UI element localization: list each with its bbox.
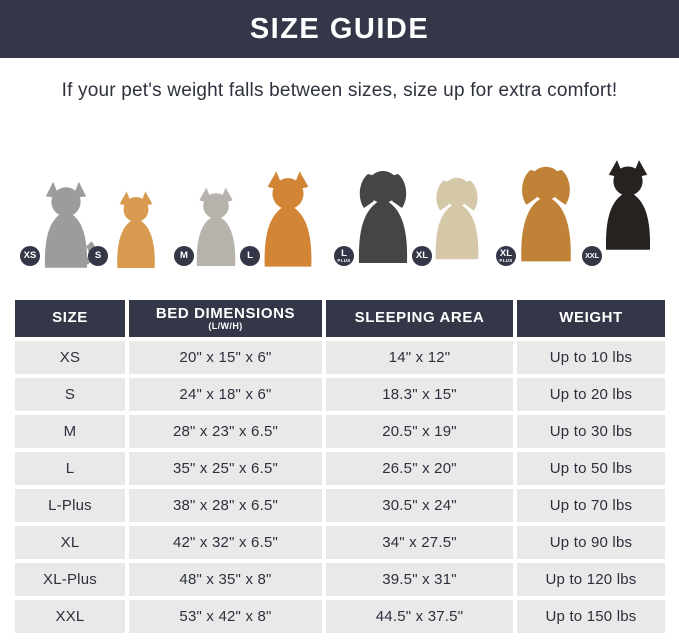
pet-photo-french-bulldog: M — [174, 184, 244, 268]
size-table: SIZE BED DIMENSIONS (L/W/H) SLEEPING ARE… — [15, 300, 665, 633]
pet-photo-labrador: XL — [412, 162, 488, 268]
pet-photo-border-collie: L PLUS — [334, 158, 418, 268]
size-cell-xl-plus: XL-Plus — [15, 563, 125, 596]
size-cell-l: L — [15, 452, 125, 485]
table-cell: 20.5" x 19" — [326, 415, 513, 448]
table-cell: 53" x 42" x 8" — [129, 600, 322, 633]
table-cell: Up to 150 lbs — [517, 600, 665, 633]
pet-photo-pomeranian: S — [88, 190, 170, 268]
size-badge-xl-plus: XL PLUS — [496, 246, 516, 266]
size-cell-xs: XS — [15, 341, 125, 374]
pet-silhouette-icon — [596, 140, 660, 268]
pet-silhouette-icon — [510, 152, 582, 268]
table-header-bed-dimensions: BED DIMENSIONS (L/W/H) — [129, 300, 322, 337]
size-badge-xl: XL — [412, 246, 432, 266]
pet-silhouette-icon — [254, 168, 322, 268]
size-badge-sublabel: PLUS — [499, 258, 513, 263]
table-cell: 30.5" x 24" — [326, 489, 513, 522]
table-cell: 38" x 28" x 6.5" — [129, 489, 322, 522]
table-cell: Up to 30 lbs — [517, 415, 665, 448]
size-badge-s: S — [88, 246, 108, 266]
table-cell: 28" x 23" x 6.5" — [129, 415, 322, 448]
table-cell: 42" x 32" x 6.5" — [129, 526, 322, 559]
table-cell: 34" x 27.5" — [326, 526, 513, 559]
size-badge-m: M — [174, 246, 194, 266]
table-cell: 39.5" x 31" — [326, 563, 513, 596]
size-cell-l-plus: L-Plus — [15, 489, 125, 522]
page-title: SIZE GUIDE — [249, 12, 430, 45]
pet-photo-doberman: XXL — [582, 140, 660, 268]
table-cell: 20" x 15" x 6" — [129, 341, 322, 374]
table-header-label: SLEEPING AREA — [354, 309, 485, 327]
size-badge-label: M — [180, 250, 188, 262]
table-header-label: BED DIMENSIONS — [155, 304, 296, 322]
pet-photo-golden-retriever: XL PLUS — [496, 152, 582, 268]
pet-photo-gray-cat: XS — [20, 176, 98, 268]
table-header-label: SIZE — [52, 309, 88, 327]
table-cell: 35" x 25" x 6.5" — [129, 452, 322, 485]
table-cell: Up to 90 lbs — [517, 526, 665, 559]
size-badge-l: L — [240, 246, 260, 266]
table-header-sleeping-area: SLEEPING AREA — [326, 300, 513, 337]
table-cell: 44.5" x 37.5" — [326, 600, 513, 633]
size-badge-sublabel: PLUS — [337, 258, 351, 263]
table-header-label: WEIGHT — [559, 309, 623, 327]
size-badge-xxl: XXL — [582, 246, 602, 266]
pet-silhouette-icon — [426, 162, 488, 268]
size-badge-xs: XS — [20, 246, 40, 266]
size-badge-label: XL — [415, 250, 429, 262]
pet-size-lineup: XS S M L L PLUS XL — [0, 118, 679, 268]
size-badge-l-plus: L PLUS — [334, 246, 354, 266]
size-cell-xxl: XXL — [15, 600, 125, 633]
table-cell: 18.3" x 15" — [326, 378, 513, 411]
size-badge-label: XXL — [585, 251, 599, 261]
pet-silhouette-icon — [102, 190, 170, 268]
pet-silhouette-icon — [188, 184, 244, 268]
size-cell-s: S — [15, 378, 125, 411]
title-bar: SIZE GUIDE — [0, 0, 679, 58]
size-badge-label: XL — [499, 247, 513, 259]
table-cell: 24" x 18" x 6" — [129, 378, 322, 411]
sizing-tip-text: If your pet's weight falls between sizes… — [61, 80, 618, 101]
table-cell: Up to 10 lbs — [517, 341, 665, 374]
table-cell: Up to 70 lbs — [517, 489, 665, 522]
size-badge-label: XS — [23, 250, 37, 262]
size-badge-label: L — [341, 247, 347, 259]
size-badge-label: L — [247, 250, 253, 262]
table-cell: Up to 50 lbs — [517, 452, 665, 485]
size-badge-label: S — [94, 250, 102, 262]
table-header-weight: WEIGHT — [517, 300, 665, 337]
table-cell: 26.5" x 20" — [326, 452, 513, 485]
table-header-size: SIZE — [15, 300, 125, 337]
table-cell: 48" x 35" x 8" — [129, 563, 322, 596]
table-header-sublabel: (L/W/H) — [208, 321, 243, 332]
table-cell: Up to 20 lbs — [517, 378, 665, 411]
pet-photo-shiba-inu: L — [240, 168, 322, 268]
size-cell-m: M — [15, 415, 125, 448]
size-cell-xl: XL — [15, 526, 125, 559]
table-cell: Up to 120 lbs — [517, 563, 665, 596]
pet-silhouette-icon — [348, 158, 418, 268]
table-cell: 14" x 12" — [326, 341, 513, 374]
